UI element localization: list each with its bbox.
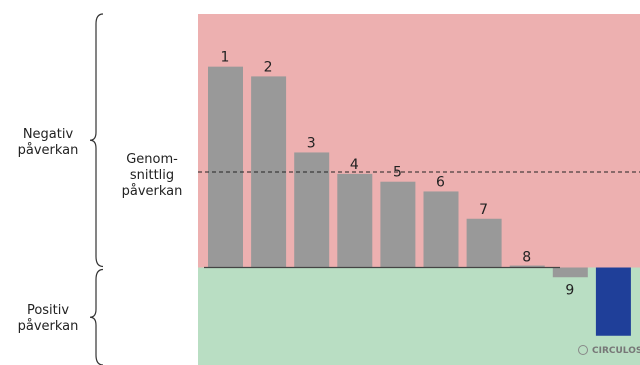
positive-zone-background bbox=[198, 267, 640, 365]
bar-label-5: 5 bbox=[393, 165, 402, 181]
bar-3 bbox=[294, 152, 330, 268]
bar-10 bbox=[595, 267, 631, 336]
bar-label-1: 1 bbox=[221, 50, 230, 66]
bar-6 bbox=[423, 191, 459, 268]
average-label-line-2: snittlig bbox=[130, 168, 174, 183]
bar-label-9: 9 bbox=[565, 282, 574, 298]
bar-9 bbox=[552, 267, 588, 278]
bar-label-2: 2 bbox=[264, 59, 273, 75]
positive-label-line-2: påverkan bbox=[18, 319, 79, 334]
copyright-icon bbox=[578, 345, 588, 355]
bar-label-6: 6 bbox=[436, 174, 445, 190]
bar-4 bbox=[337, 173, 373, 268]
bar-7 bbox=[466, 218, 502, 268]
bar-label-7: 7 bbox=[479, 202, 488, 218]
bar-8 bbox=[509, 265, 545, 268]
bar-label-4: 4 bbox=[350, 157, 359, 173]
logo-text: CIRCULOSE bbox=[592, 346, 640, 356]
logo: CIRCULOSE bbox=[578, 345, 640, 356]
negative-label-line-2: påverkan bbox=[18, 143, 79, 158]
positive-label-line-1: Positiv bbox=[27, 303, 69, 318]
bar-label-3: 3 bbox=[307, 135, 316, 151]
bar-label-8: 8 bbox=[522, 250, 531, 266]
bar-5 bbox=[380, 181, 416, 268]
positive-brace bbox=[89, 268, 104, 365]
average-label-line-3: påverkan bbox=[122, 184, 183, 199]
negative-label-line-1: Negativ bbox=[23, 127, 74, 142]
negative-brace bbox=[89, 13, 104, 268]
average-label-line-1: Genom- bbox=[126, 152, 178, 167]
bar-1 bbox=[208, 66, 243, 268]
